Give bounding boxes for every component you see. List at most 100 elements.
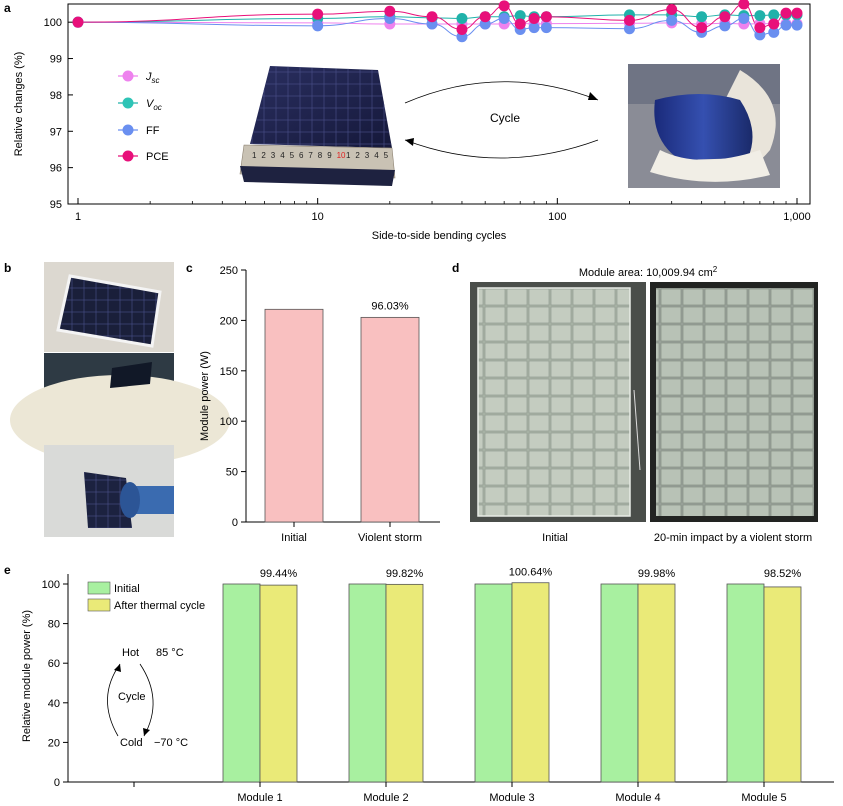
ruler-number: 1 <box>346 151 351 160</box>
ruler-number: 2 <box>355 151 360 160</box>
data-point-ff <box>623 23 635 35</box>
panel-a-label: a <box>4 1 11 15</box>
data-point-pce <box>666 3 678 15</box>
legend-thermal-label: After thermal cycle <box>114 600 205 612</box>
legend-item-ff: FF <box>118 124 160 137</box>
panel-e-y-ticks: 0 20 40 60 80 100 <box>42 579 68 789</box>
svg-text:Voc: Voc <box>146 98 162 112</box>
bar-annotation: 99.44% <box>260 568 298 580</box>
bar-initial <box>474 583 513 783</box>
y-tick-label: 50 <box>226 467 238 479</box>
bar-annotation: 96.03% <box>371 300 409 312</box>
x-tick-label: Initial <box>281 532 307 544</box>
x-tick-label: Module 3 <box>489 792 534 804</box>
panel-c-y-label: Module power (W) <box>199 351 211 441</box>
panel-c-label: c <box>186 261 193 275</box>
y-tick-label: 100 <box>44 17 62 29</box>
cycle-hot-label: Hot <box>122 647 139 659</box>
legend-jsc-sub: sc <box>152 76 160 85</box>
ruler-number: 3 <box>271 151 276 160</box>
el-caption-storm: 20-min impact by a violent storm <box>654 532 812 544</box>
data-point-voc <box>456 13 468 25</box>
panel-a-y-ticks: 95 96 97 98 99 100 <box>44 17 73 211</box>
panel-a-y-label: Relative changes (%) <box>13 52 25 157</box>
data-point-pce <box>540 11 552 23</box>
bar-after-thermal-cycle <box>385 583 424 783</box>
data-point-pce <box>384 5 396 17</box>
data-point-pce <box>780 7 792 19</box>
cycle-arrow-bottom-head <box>405 138 414 146</box>
legend-marker-pce <box>122 150 134 162</box>
bar-after-thermal-cycle <box>259 584 298 783</box>
bar-after-thermal-cycle <box>637 583 676 783</box>
data-point-pce <box>754 22 766 34</box>
data-point-ff <box>768 26 780 38</box>
x-tick-label: 1 <box>75 211 81 223</box>
fan-test-photo <box>44 445 174 537</box>
cycle-arrow-top <box>404 81 599 104</box>
data-point-ff <box>738 13 750 25</box>
ruler-number: 8 <box>318 151 323 160</box>
bar-initial <box>600 583 639 783</box>
panel-a-series-points <box>72 0 803 43</box>
panel-c: c Module power (W) 0 50 100 150 200 250 96.03… <box>186 261 440 544</box>
x-tick-label: Module 2 <box>363 792 408 804</box>
panel-b: b <box>4 261 230 537</box>
y-tick-label: 250 <box>220 265 238 277</box>
data-point-ff <box>312 20 324 32</box>
data-point-ff <box>780 19 792 31</box>
y-tick-label: 150 <box>220 366 238 378</box>
x-tick-label: 1,000 <box>783 211 811 223</box>
bar-initial <box>348 583 387 783</box>
legend-voc-main: V <box>146 98 155 110</box>
panel-a-series-lines <box>77 3 797 38</box>
data-point-ff <box>498 13 510 25</box>
ruler-number: 1 <box>252 151 257 160</box>
panel-b-label: b <box>4 261 11 275</box>
legend-pce-label: PCE <box>146 151 169 163</box>
ruler-number: 4 <box>374 151 379 160</box>
y-tick-label: 60 <box>48 658 60 670</box>
data-point-pce <box>514 18 526 30</box>
y-tick-label: 100 <box>42 579 60 591</box>
cycle-label: Cycle <box>490 111 520 125</box>
legend-ff-label: FF <box>146 125 160 137</box>
panel-e-y-label: Relative module power (%) <box>21 610 33 742</box>
y-tick-label: 0 <box>232 517 238 529</box>
ruler-number: 10 <box>337 151 346 160</box>
bar-annotation: 99.98% <box>638 568 676 580</box>
ruler-number: 4 <box>280 151 285 160</box>
panel-e-legend: Initial After thermal cycle <box>87 581 205 612</box>
x-tick-label: Module 5 <box>741 792 786 804</box>
bar <box>360 316 420 523</box>
bar-initial <box>222 583 261 783</box>
panel-e: e Relative module power (%) 0 20 40 60 80 100… <box>4 563 834 804</box>
ruler-number: 6 <box>299 151 304 160</box>
x-tick-label: Violent storm <box>358 532 422 544</box>
data-point-ff <box>791 19 803 31</box>
x-tick-label: 10 <box>312 211 324 223</box>
x-tick-label: 100 <box>548 211 566 223</box>
ruler-number: 5 <box>290 151 295 160</box>
data-point-voc <box>696 11 708 23</box>
panel-e-bars: 99.44% 99.82% 100.64% 99.98% 98.52% <box>222 567 802 783</box>
y-tick-label: 96 <box>50 163 62 175</box>
x-tick-label: Module 4 <box>615 792 660 804</box>
cycle-arrow-up <box>107 663 121 737</box>
data-point-ff <box>666 14 678 26</box>
panel-a-frame <box>67 3 811 205</box>
y-tick-label: 40 <box>48 698 60 710</box>
el-caption-initial: Initial <box>542 532 568 544</box>
cycle-label: Cycle <box>118 691 146 703</box>
bar-after-thermal-cycle <box>763 586 802 783</box>
data-point-pce <box>528 13 540 25</box>
y-tick-label: 0 <box>54 777 60 789</box>
cycle-arrow-bottom <box>404 139 599 159</box>
panel-e-label: e <box>4 563 11 577</box>
data-point-pce <box>738 0 750 10</box>
data-point-pce <box>72 16 84 28</box>
data-point-pce <box>768 18 780 30</box>
legend-item-jsc: Jsc <box>118 70 160 85</box>
